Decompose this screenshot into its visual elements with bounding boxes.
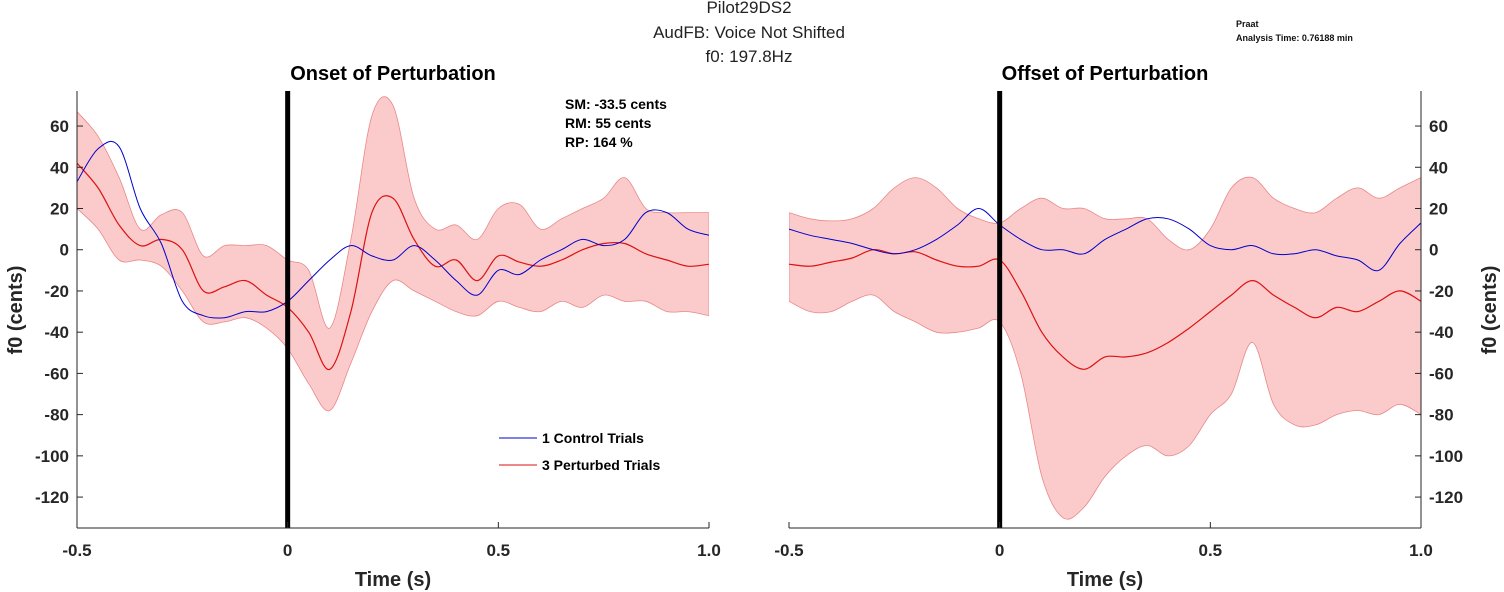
stat-rm: RM: 55 cents [565, 115, 652, 131]
offset-y-tick-label: -60 [1429, 364, 1454, 383]
offset-y-tick-label: -100 [1429, 447, 1463, 466]
onset-x-tick-label: 1.0 [697, 541, 721, 560]
stat-sm: SM: -33.5 cents [565, 96, 667, 112]
onset-y-axis-label: f0 (cents) [5, 266, 27, 355]
figure-title-line-2: AudFB: Voice Not Shifted [653, 23, 845, 42]
figure-title-line-3: f0: 197.8Hz [706, 47, 793, 66]
offset-panel: Offset of Perturbation -0.5 0 0.5 1.0 60 40 20… [774, 63, 1501, 591]
offset-y-tick-label: 0 [1429, 241, 1438, 260]
onset-y-tick-label: -60 [44, 364, 69, 383]
onset-y-tick-label: -120 [35, 488, 69, 507]
offset-y-tick-label: 20 [1429, 199, 1448, 218]
onset-x-tick-label: 0 [283, 541, 292, 560]
onset-x-tick-label: -0.5 [62, 541, 91, 560]
offset-x-tick-label: 1.0 [1409, 541, 1433, 560]
offset-plot-area: -0.5 0 0.5 1.0 60 40 20 0 -20 -40 -60 -80 -100 -120 [774, 91, 1463, 560]
onset-panel-title: Onset of Perturbation [290, 63, 496, 85]
onset-stats-annotations: SM: -33.5 cents RM: 55 cents RP: 164 % [565, 96, 667, 150]
onset-y-tick-label: 40 [50, 158, 69, 177]
offset-panel-title: Offset of Perturbation [1002, 63, 1209, 85]
onset-x-tick-label: 0.5 [487, 541, 511, 560]
stat-rp: RP: 164 % [565, 134, 633, 150]
onset-y-tick-label: 60 [50, 117, 69, 136]
offset-y-tick-label: -80 [1429, 406, 1454, 425]
legend-control-label: 1 Control Trials [542, 430, 644, 446]
onset-control-line [77, 140, 709, 319]
offset-y-tick-label: -20 [1429, 282, 1454, 301]
legend-perturbed-label: 3 Perturbed Trials [542, 457, 660, 473]
onset-y-tick-label: -100 [35, 447, 69, 466]
offset-perturbed-confidence-band [789, 176, 1421, 520]
onset-y-tick-label: 0 [60, 241, 69, 260]
onset-perturbed-line [77, 162, 709, 370]
figure-title-line-1: Pilot29DS2 [706, 0, 791, 17]
offset-y-tick-label: -120 [1429, 488, 1463, 507]
offset-y-tick-label: -40 [1429, 323, 1454, 342]
onset-x-axis-label: Time (s) [355, 569, 431, 591]
onset-y-tick-label: -80 [44, 406, 69, 425]
onset-y-tick-label: -20 [44, 282, 69, 301]
offset-control-line [789, 207, 1421, 272]
corner-info-line-1: Praat [1236, 19, 1259, 29]
offset-x-tick-label: 0.5 [1199, 541, 1223, 560]
onset-y-tick-label: -40 [44, 323, 69, 342]
offset-x-tick-label: -0.5 [774, 541, 803, 560]
onset-panel: Onset of Perturbation -0.5 0 0.5 1.0 60 40 20 0… [5, 63, 721, 591]
onset-y-tick-label: 20 [50, 199, 69, 218]
offset-y-tick-label: 60 [1429, 117, 1448, 136]
offset-series-group [789, 176, 1421, 520]
onset-plot-area: -0.5 0 0.5 1.0 60 40 20 0 -20 -40 -60 -80 -100 -120 [35, 91, 721, 560]
offset-x-tick-label: 0 [995, 541, 1004, 560]
offset-y-axis-label: f0 (cents) [1479, 266, 1501, 355]
corner-info-line-2: Analysis Time: 0.76188 min [1236, 33, 1353, 43]
offset-x-axis-label: Time (s) [1067, 569, 1143, 591]
offset-y-tick-label: 40 [1429, 158, 1448, 177]
legend: 1 Control Trials 3 Perturbed Trials [499, 430, 660, 473]
